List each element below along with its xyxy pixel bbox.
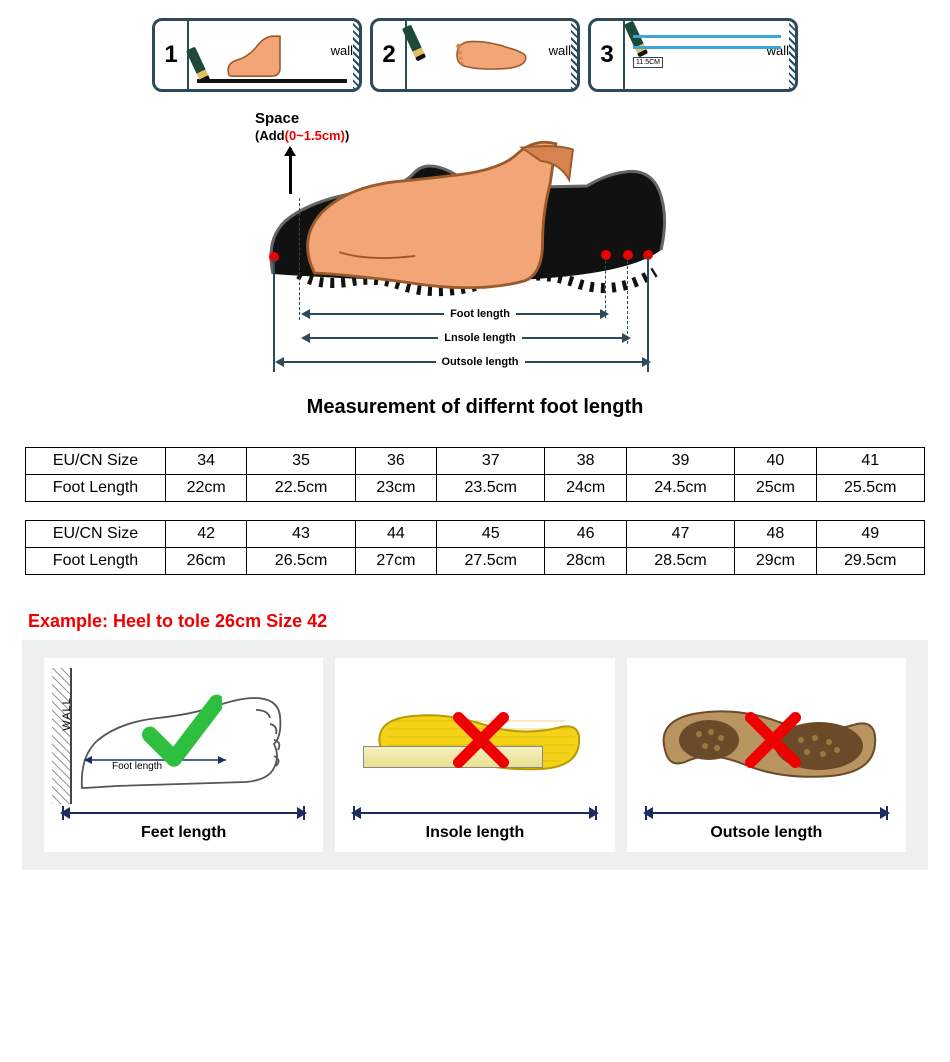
step-2: 2 wall	[370, 18, 580, 92]
marker-dot	[601, 250, 611, 260]
step-3: 3 wall 11.5CM	[588, 18, 798, 92]
comparison-cards: WALL Foot length Feet length	[22, 640, 928, 870]
main-title: Measurement of differnt foot length	[0, 396, 950, 419]
measurement-bars: Foot length Lnsole length Outsole length	[265, 304, 695, 376]
table-row: EU/CN Size 4243 4445 4647 4849	[26, 521, 925, 548]
space-label: Space	[255, 110, 299, 127]
ruler-mark: 11.5CM	[633, 57, 663, 68]
size-table-1: EU/CN Size 3435 3637 3839 4041 Foot Leng…	[25, 447, 925, 502]
card-outsole-length: Outsole length	[627, 658, 906, 852]
table-row: EU/CN Size 3435 3637 3839 4041	[26, 448, 925, 475]
foot-length-diagram: Space (Add(0~1.5cm)) Foot length Lnsole …	[225, 100, 725, 390]
step-number: 3	[591, 21, 625, 89]
foot-side-icon	[219, 33, 309, 81]
foot-length-label: Foot length	[444, 308, 516, 320]
x-icon	[745, 712, 801, 768]
wall-label: wall	[331, 43, 353, 58]
table-row: Foot Length 22cm22.5cm 23cm23.5cm 24cm24…	[26, 475, 925, 502]
wall-label: wall	[549, 43, 571, 58]
x-icon	[453, 712, 509, 768]
table-row: Foot Length 26cm26.5cm 27cm27.5cm 28cm28…	[26, 548, 925, 575]
outsole-length-label: Outsole length	[436, 356, 525, 368]
insole-length-label: Lnsole length	[438, 332, 522, 344]
step-number: 1	[155, 21, 189, 89]
step-1: 1 wall	[152, 18, 362, 92]
check-icon	[142, 692, 222, 772]
foot-main-icon	[293, 140, 623, 292]
wall-vertical-label: WALL	[61, 697, 73, 731]
card-caption: Insole length	[343, 824, 606, 842]
card-insole-length: Insole length	[335, 658, 614, 852]
step-illustration: wall 11.5CM	[625, 21, 795, 89]
step-illustration: wall	[189, 21, 359, 89]
foot-top-icon	[449, 33, 529, 77]
step-illustration: wall	[407, 21, 577, 89]
size-table-2: EU/CN Size 4243 4445 4647 4849 Foot Leng…	[25, 520, 925, 575]
card-feet-length: WALL Foot length Feet length	[44, 658, 323, 852]
card-caption: Outsole length	[635, 824, 898, 842]
marker-dot	[623, 250, 633, 260]
step-number: 2	[373, 21, 407, 89]
card-caption: Feet length	[52, 824, 315, 842]
example-title: Example: Heel to tole 26cm Size 42	[28, 611, 950, 632]
measurement-steps-row: 1 wall 2 wall 3 wall	[0, 0, 950, 100]
